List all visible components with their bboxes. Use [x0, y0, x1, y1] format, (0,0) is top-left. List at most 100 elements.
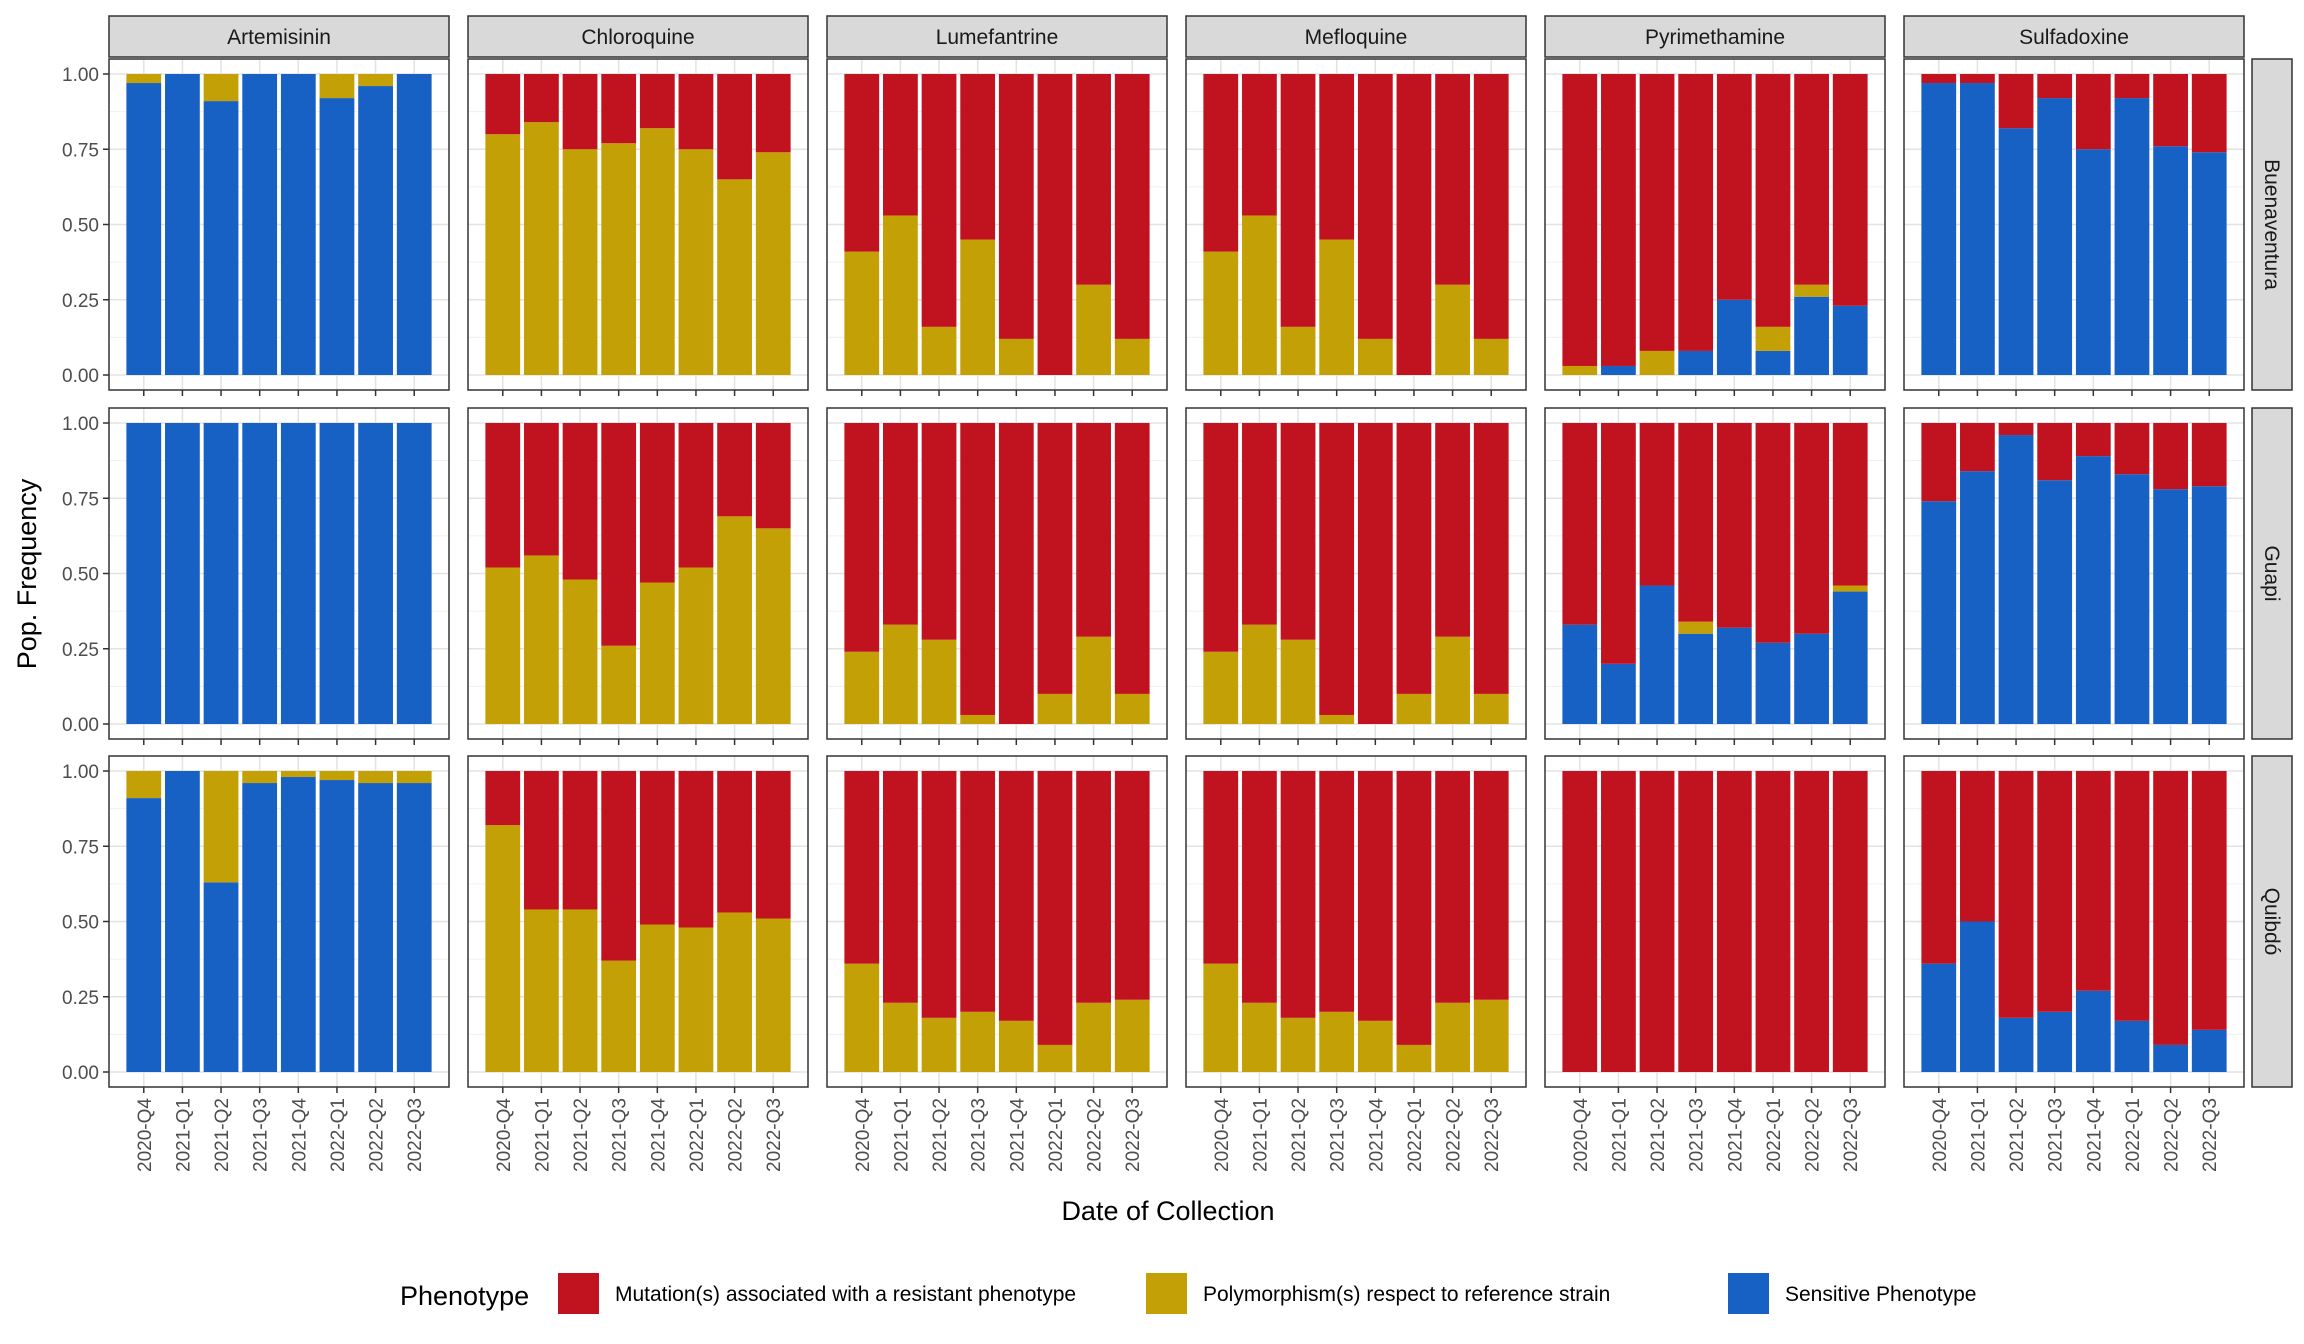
strip-pyrimethamine: [1544, 15, 1886, 58]
bar-segment-mutation: [1716, 74, 1752, 300]
bar-segment-mutation: [1435, 423, 1470, 637]
panel-border: [826, 407, 1168, 740]
legend-label: Polymorphism(s) respect to reference str…: [1203, 1283, 1610, 1306]
bar-segment-mutation: [639, 771, 675, 925]
x-tick-label: 2020-Q4: [1212, 1098, 1233, 1172]
x-tick-label: 2022-Q2: [367, 1098, 388, 1172]
bar-segment-polymorphism: [1076, 1002, 1111, 1072]
bar-segment-polymorphism: [1319, 1011, 1355, 1072]
bar-segment-polymorphism: [1435, 284, 1470, 375]
bar-segment-polymorphism: [1435, 1002, 1470, 1072]
x-tick-label: 2021-Q1: [891, 1098, 912, 1172]
bar-segment-polymorphism: [1242, 1002, 1277, 1072]
bar-segment-polymorphism: [1435, 636, 1470, 724]
bar-segment-mutation: [2075, 74, 2111, 150]
x-tick-label: 2022-Q2: [2162, 1098, 2183, 1172]
y-tick-label: 0.50: [62, 565, 99, 586]
bar-segment-sensitive: [1755, 350, 1791, 375]
bar-segment-polymorphism: [524, 909, 559, 1072]
bar-segment-sensitive: [319, 423, 355, 724]
bar-segment-mutation: [1794, 74, 1829, 285]
panel-border: [467, 407, 809, 740]
bar-segment-sensitive: [165, 74, 200, 375]
bar-segment-mutation: [998, 74, 1034, 339]
bar-segment-polymorphism: [639, 924, 675, 1072]
bar-segment-sensitive: [1678, 633, 1714, 724]
strip-label: Artemisinin: [227, 26, 331, 49]
y-tick-label: 0.00: [62, 366, 99, 387]
bar-segment-mutation: [755, 423, 791, 529]
bar-segment-sensitive: [1832, 591, 1868, 724]
bar-segment-polymorphism: [1242, 624, 1277, 724]
bar-segment-sensitive: [319, 98, 355, 375]
bar-segment-mutation: [678, 74, 714, 150]
bar-segment-sensitive: [2037, 98, 2073, 375]
bar-segment-mutation: [844, 423, 880, 652]
bar-segment-mutation: [2191, 423, 2227, 487]
y-tick-label: 0.75: [62, 140, 99, 161]
x-tick-label: 2021-Q3: [251, 1098, 272, 1172]
x-tick-label: 2022-Q2: [1803, 1098, 1824, 1172]
bar-segment-mutation: [1960, 771, 1995, 922]
bar-segment-sensitive: [358, 423, 393, 724]
bar-segment-mutation: [921, 74, 957, 327]
x-tick-label: 2021-Q2: [212, 1098, 233, 1172]
bar-segment-mutation: [601, 74, 637, 144]
bar-segment-sensitive: [242, 423, 278, 724]
bar-segment-mutation: [1832, 423, 1868, 586]
bar-segment-sensitive: [2191, 152, 2227, 375]
bar-segment-mutation: [1755, 74, 1791, 327]
bar-segment-sensitive: [1960, 83, 1995, 375]
bar-segment-sensitive: [2037, 1011, 2073, 1072]
bar-segment-mutation: [1242, 423, 1277, 625]
x-tick-label: 2022-Q2: [726, 1098, 747, 1172]
bar-segment-polymorphism: [1755, 326, 1791, 351]
y-tick-label: 0.00: [62, 1063, 99, 1084]
bar-segment-mutation: [1832, 74, 1868, 306]
panel-border: [1903, 755, 2245, 1088]
bar-segment-polymorphism: [678, 149, 714, 375]
bar-segment-mutation: [1639, 423, 1675, 586]
x-tick-label: 2021-Q3: [1687, 1098, 1708, 1172]
bar-segment-mutation: [1203, 423, 1239, 652]
bar-segment-polymorphism: [1319, 239, 1355, 375]
bar-segment-mutation: [524, 423, 559, 556]
bar-segment-polymorphism: [998, 1020, 1034, 1072]
x-tick-label: 2020-Q4: [1930, 1098, 1951, 1172]
bar-segment-mutation: [1755, 423, 1791, 643]
bar-segment-sensitive: [1794, 296, 1829, 375]
bar-segment-polymorphism: [1114, 999, 1150, 1072]
bar-segment-sensitive: [1998, 1017, 2034, 1072]
x-tick-label: 2022-Q1: [1764, 1098, 1785, 1172]
bar-segment-mutation: [639, 74, 675, 129]
bar-segment-sensitive: [396, 423, 432, 724]
bar-segment-sensitive: [358, 86, 393, 375]
bar-segment-mutation: [524, 74, 559, 123]
x-axis-title: Date of Collection: [1061, 1196, 1274, 1226]
bar-segment-polymorphism: [883, 1002, 918, 1072]
bar-segment-mutation: [1037, 771, 1073, 1045]
panel-border: [826, 755, 1168, 1088]
bar-segment-mutation: [2075, 771, 2111, 991]
bar-segment-mutation: [883, 771, 918, 1003]
bar-segment-sensitive: [396, 74, 432, 375]
strip-row-0: [2251, 58, 2293, 391]
bar-segment-polymorphism: [678, 567, 714, 724]
bar-segment-mutation: [678, 423, 714, 568]
bar-segment-mutation: [1921, 771, 1957, 964]
bar-segment-sensitive: [2191, 486, 2227, 724]
bar-segment-sensitive: [2075, 149, 2111, 375]
bar-segment-polymorphism: [242, 771, 278, 784]
bar-segment-polymorphism: [1114, 693, 1150, 724]
bar-segment-sensitive: [2037, 480, 2073, 724]
bar-segment-polymorphism: [998, 338, 1034, 375]
bar-segment-mutation: [1832, 771, 1868, 1072]
x-tick-label: 2021-Q2: [1648, 1098, 1669, 1172]
bar-segment-polymorphism: [1037, 693, 1073, 724]
bar-segment-polymorphism: [755, 528, 791, 724]
bar-segment-sensitive: [1921, 501, 1957, 724]
bar-segment-sensitive: [126, 423, 162, 724]
bar-segment-mutation: [2037, 74, 2073, 99]
x-tick-label: 2021-Q3: [969, 1098, 990, 1172]
